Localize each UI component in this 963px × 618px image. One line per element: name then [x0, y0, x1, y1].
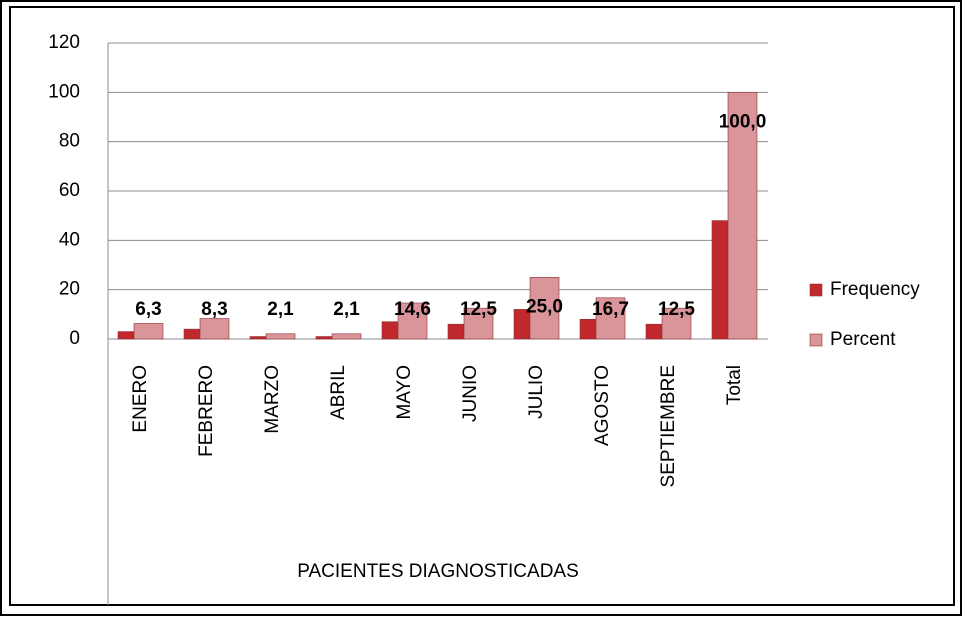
data-label: 14,6	[394, 299, 431, 320]
bar	[133, 323, 164, 340]
x-tick-label: SEPTIEMBRE	[658, 365, 679, 487]
x-tick-label: MARZO	[262, 365, 283, 434]
bar	[199, 318, 230, 340]
x-axis-title: PACIENTES DIAGNOSTICADAS	[297, 561, 579, 582]
data-label: 6,3	[135, 299, 161, 320]
bar	[117, 331, 135, 340]
chart-frame	[9, 6, 955, 606]
bar	[249, 336, 267, 340]
data-label: 100,0	[719, 111, 767, 132]
bar	[529, 277, 560, 340]
x-tick-label: JULIO	[526, 365, 547, 419]
bar	[595, 297, 626, 340]
bar	[381, 321, 399, 340]
bar	[315, 336, 333, 340]
x-tick-label: AGOSTO	[592, 365, 613, 446]
bar	[711, 220, 729, 340]
x-tick-label: ENERO	[130, 365, 151, 433]
bar	[397, 302, 428, 340]
y-tick-label: 80	[59, 131, 80, 152]
legend-label: Percent	[830, 329, 896, 350]
x-tick-label: MAYO	[394, 365, 415, 420]
x-tick-label: Total	[724, 365, 745, 405]
bar	[579, 318, 597, 340]
legend-label: Frequency	[830, 279, 920, 300]
y-tick-label: 120	[48, 32, 80, 53]
data-label: 2,1	[333, 299, 360, 320]
bar	[661, 307, 692, 340]
x-tick-label: FEBRERO	[196, 365, 217, 457]
bar	[645, 323, 663, 340]
x-tick-label: JUNIO	[460, 365, 481, 422]
data-label: 12,5	[658, 299, 695, 320]
x-tick-label: ABRIL	[328, 365, 349, 420]
y-tick-label: 0	[69, 328, 80, 349]
legend-swatch	[809, 333, 823, 347]
y-tick-label: 60	[59, 180, 80, 201]
bar	[331, 333, 362, 340]
bar	[447, 323, 465, 340]
data-label: 16,7	[592, 299, 629, 320]
bar	[463, 307, 494, 340]
y-tick-label: 40	[59, 229, 80, 250]
data-label: 25,0	[526, 296, 563, 317]
bar	[727, 92, 758, 340]
data-label: 8,3	[201, 299, 227, 320]
bar	[183, 328, 201, 340]
legend-swatch	[809, 283, 823, 297]
data-label: 12,5	[460, 299, 497, 320]
y-tick-label: 20	[59, 279, 80, 300]
bar	[265, 333, 296, 340]
y-tick-label: 100	[48, 81, 80, 102]
data-label: 2,1	[267, 299, 294, 320]
